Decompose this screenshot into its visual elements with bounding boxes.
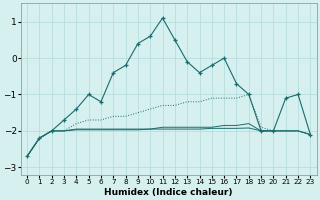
X-axis label: Humidex (Indice chaleur): Humidex (Indice chaleur)	[104, 188, 233, 197]
